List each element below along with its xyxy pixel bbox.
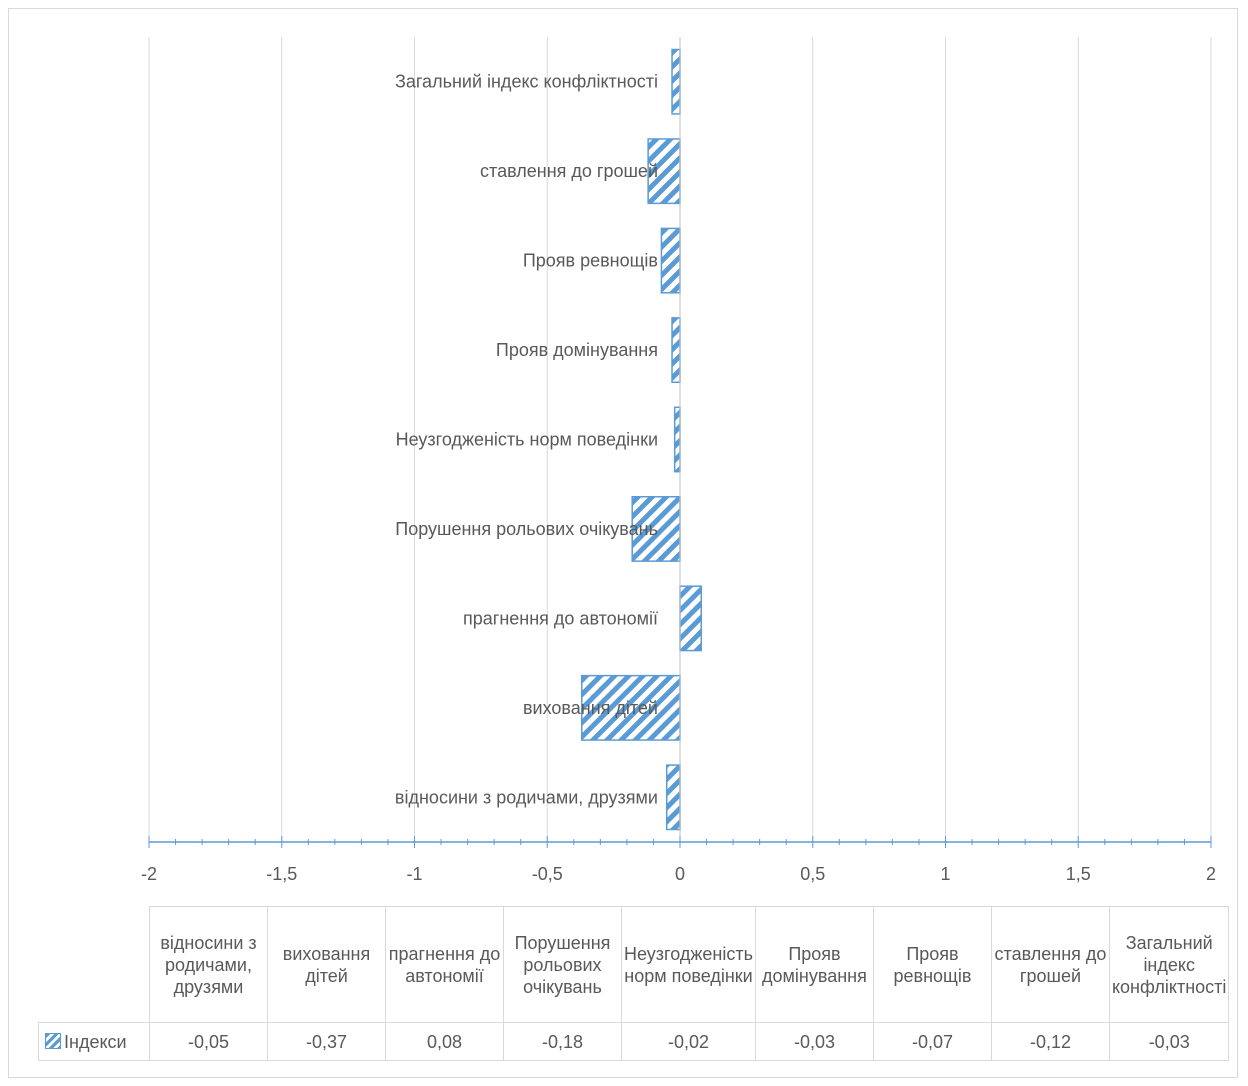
legend-entry: Індекси <box>38 1022 150 1061</box>
x-tick-label: 1 <box>940 864 950 884</box>
x-tick-label: 2 <box>1206 864 1216 884</box>
bar <box>673 406 681 473</box>
table-header-cell: Прояв ревнощів <box>872 906 992 1023</box>
x-tick-labels: -2 -1,5 -1 -0,5 0 0,5 1 1,5 2 <box>141 864 1216 884</box>
table-value-cell: -0,03 <box>754 1022 874 1061</box>
x-tick-label: -1 <box>406 864 422 884</box>
x-tick-label: 1,5 <box>1066 864 1091 884</box>
table-value-cell: -0,02 <box>621 1022 756 1061</box>
category-label: Неузгодженість норм поведінки <box>396 430 658 450</box>
table-value-cell: -0,18 <box>503 1022 622 1061</box>
table-value-cell: 0,08 <box>385 1022 504 1061</box>
bar <box>679 585 702 652</box>
category-label: Загальний індекс конфліктності <box>395 72 658 92</box>
series-name: Індекси <box>64 1031 127 1052</box>
bar-chart: відносини з родичами, друзями виховання д… <box>141 37 1216 884</box>
table-header-cell: ставлення до грошей <box>990 906 1110 1023</box>
chart-frame <box>8 8 1238 1078</box>
table-header-cell: Неузгодженість норм поведінки <box>621 906 756 1023</box>
bar <box>647 138 681 205</box>
category-label: Прояв ревнощів <box>523 251 658 271</box>
x-tick-label: -0,5 <box>532 864 563 884</box>
x-tick-label: -2 <box>141 864 157 884</box>
gridlines <box>148 37 1212 842</box>
data-table: відносини з родичами, друзями виховання д… <box>38 906 1230 1061</box>
table-header-cell: відносини з родичами, друзями <box>149 906 268 1023</box>
category-label: відносини з родичами, друзями <box>395 787 658 807</box>
bar <box>671 48 681 115</box>
legend-key <box>45 1032 61 1049</box>
x-tick-label: 0 <box>675 864 685 884</box>
table-value-cell: -0,03 <box>1108 1022 1230 1061</box>
table-header-cell: Прояв домінування <box>754 906 874 1023</box>
table-header-cell: Порушення рольових очікувань <box>503 906 622 1023</box>
bar <box>581 674 681 741</box>
category-label: ставлення до грошей <box>480 161 658 181</box>
category-label: Порушення рольових очікувань <box>395 519 658 539</box>
category-label: виховання дітей <box>523 698 658 718</box>
category-label: прагнення до автономії <box>463 608 658 628</box>
table-header-cell: прагнення до автономії <box>385 906 504 1023</box>
category-label: Прояв домінування <box>496 340 658 360</box>
table-value-cell: -0,12 <box>990 1022 1110 1061</box>
bar <box>671 317 681 384</box>
table-header-cell: Загальний індекс конфліктності <box>1108 906 1230 1023</box>
x-tick-label: 0,5 <box>800 864 825 884</box>
table-header-cell: виховання дітей <box>267 906 386 1023</box>
table-value-cell: -0,07 <box>872 1022 992 1061</box>
table-corner <box>38 906 150 1023</box>
bars <box>581 48 702 831</box>
bar <box>660 227 681 294</box>
bar <box>665 764 681 831</box>
table-value-cell: -0,05 <box>149 1022 268 1061</box>
table-value-cell: -0,37 <box>267 1022 386 1061</box>
category-labels: відносини з родичами, друзями виховання д… <box>395 72 658 808</box>
x-tick-label: -1,5 <box>266 864 297 884</box>
table-value-row: Індекси -0,05 -0,37 0,08 -0,18 -0,02 -0,03 -0,… <box>38 1022 1230 1061</box>
x-axis <box>148 37 1212 848</box>
table-header-row: відносини з родичами, друзями виховання д… <box>38 906 1230 1023</box>
